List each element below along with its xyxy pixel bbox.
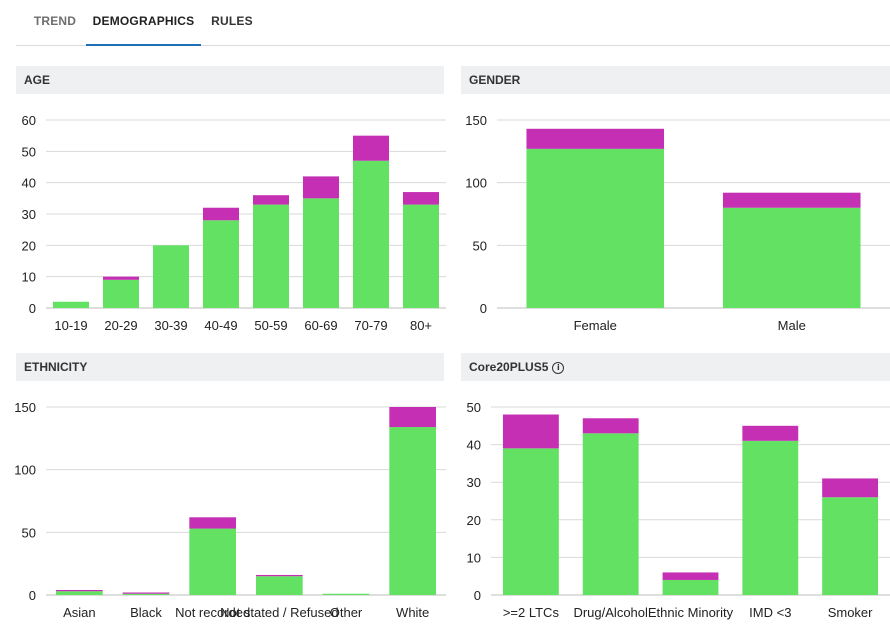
age-panel-header: AGE <box>16 66 444 94</box>
x-tick-label: Smoker <box>828 605 873 620</box>
bar-base-30-39[interactable] <box>153 245 189 308</box>
bar-top-not-recorded[interactable] <box>189 517 236 529</box>
y-tick-label: 100 <box>14 463 36 478</box>
bar-base-70-79[interactable] <box>353 160 389 308</box>
x-tick-label: Drug/Alcohol <box>573 605 648 620</box>
bar-top-not-stated-refused[interactable] <box>256 574 303 577</box>
y-tick-label: 0 <box>29 301 36 316</box>
bar-base-asian[interactable] <box>56 591 103 595</box>
age-panel-title: AGE <box>24 73 51 87</box>
bar-base-80-[interactable] <box>403 204 439 308</box>
x-tick-label: 50-59 <box>254 318 287 333</box>
bar-top-ethnic-minority[interactable] <box>662 572 719 580</box>
age-chart: 0 10 20 30 40 50 60 10-19 20-29 30-39 40-49 50-59 60… <box>22 113 446 333</box>
y-tick-label: 50 <box>473 238 487 253</box>
bar-base-male[interactable] <box>722 207 861 308</box>
bar-top-black[interactable] <box>122 592 170 594</box>
x-tick-label: White <box>396 605 429 620</box>
y-tick-label: 10 <box>22 270 36 285</box>
x-tick-label: Not recorded <box>175 605 250 620</box>
bar-base-imd-3[interactable] <box>742 440 799 595</box>
y-tick-label: 60 <box>22 113 36 128</box>
x-tick-label: 70-79 <box>354 318 387 333</box>
bar-base-60-69[interactable] <box>303 198 339 308</box>
y-tick-label: 150 <box>465 113 487 128</box>
bar-top-80-[interactable] <box>403 192 439 205</box>
ethnicity-panel-title: ETHNICITY <box>24 360 88 374</box>
y-tick-label: 40 <box>467 438 481 453</box>
x-tick-label: Female <box>574 318 617 333</box>
y-tick-label: 30 <box>22 207 36 222</box>
bar-top-20-29[interactable] <box>103 276 139 280</box>
ethnicity-panel-header: ETHNICITY <box>16 353 444 381</box>
x-tick-label: 10-19 <box>54 318 87 333</box>
tab-demographics[interactable]: DEMOGRAPHICS <box>86 0 201 46</box>
y-tick-label: 0 <box>474 588 481 603</box>
x-tick-label: 30-39 <box>154 318 187 333</box>
bar-top-60-69[interactable] <box>303 176 339 199</box>
core20plus5-panel-title: Core20PLUS5 <box>469 360 549 374</box>
x-tick-label: Ethnic Minority <box>648 605 734 620</box>
bar-top-smoker[interactable] <box>822 478 879 498</box>
x-tick-label: 20-29 <box>104 318 137 333</box>
bar-base-white[interactable] <box>389 427 436 595</box>
gender-chart: 0 50 100 150 Female Male <box>465 113 890 333</box>
x-tick-label: Not stated / Refused <box>220 605 339 620</box>
bar-top-white[interactable] <box>389 407 436 428</box>
bar-base-20-29[interactable] <box>103 279 139 308</box>
y-tick-label: 50 <box>22 144 36 159</box>
tab-rules[interactable]: RULES <box>211 14 253 28</box>
bar-top--2-ltcs[interactable] <box>502 414 559 449</box>
x-tick-label: Asian <box>63 605 96 620</box>
bar-base-40-49[interactable] <box>203 220 239 308</box>
x-tick-label: Male <box>778 318 806 333</box>
bar-base--2-ltcs[interactable] <box>502 448 559 595</box>
bar-top-40-49[interactable] <box>203 207 239 221</box>
y-tick-label: 0 <box>29 588 36 603</box>
y-tick-label: 20 <box>22 238 36 253</box>
bar-base-10-19[interactable] <box>53 301 89 308</box>
x-tick-label: Other <box>330 605 363 620</box>
core20plus5-chart: 0 10 20 30 40 50 >=2 LTCs Drug/Alcohol Ethnic Mi… <box>467 400 890 620</box>
y-tick-label: 40 <box>22 176 36 191</box>
bar-base-ethnic-minority[interactable] <box>662 579 719 595</box>
bar-top-drug-alcohol[interactable] <box>582 418 639 434</box>
y-tick-label: 150 <box>14 400 36 415</box>
y-tick-label: 10 <box>467 550 481 565</box>
y-tick-label: 30 <box>467 475 481 490</box>
tab-trend[interactable]: TREND <box>33 14 77 28</box>
y-tick-label: 100 <box>465 176 487 191</box>
y-tick-label: 50 <box>22 525 36 540</box>
bar-base-black[interactable] <box>122 593 170 595</box>
bar-top-70-79[interactable] <box>353 135 389 161</box>
bar-base-not-stated-refused[interactable] <box>256 576 303 595</box>
y-tick-label: 50 <box>467 400 481 415</box>
tab-bar: TREND DEMOGRAPHICS RULES <box>16 0 890 46</box>
bar-top-female[interactable] <box>526 128 665 149</box>
bar-base-50-59[interactable] <box>253 204 289 308</box>
bar-top-asian[interactable] <box>56 589 103 592</box>
bar-base-female[interactable] <box>526 148 665 308</box>
bar-base-drug-alcohol[interactable] <box>582 433 639 595</box>
info-icon[interactable]: i <box>552 361 565 374</box>
x-tick-label: 60-69 <box>304 318 337 333</box>
bar-base-other[interactable] <box>322 593 370 595</box>
y-tick-label: 0 <box>480 301 487 316</box>
gender-panel-title: GENDER <box>469 73 521 87</box>
bar-top-male[interactable] <box>722 192 861 208</box>
gender-panel-header: GENDER <box>461 66 890 94</box>
x-tick-label: IMD <3 <box>749 605 791 620</box>
y-tick-label: 20 <box>467 513 481 528</box>
bar-base-not-recorded[interactable] <box>189 528 236 595</box>
x-tick-label: >=2 LTCs <box>503 605 560 620</box>
bar-top-imd-3[interactable] <box>742 425 799 441</box>
core20plus5-panel-header: Core20PLUS5 i <box>461 353 890 381</box>
bar-top-50-59[interactable] <box>253 195 289 205</box>
x-tick-label: Black <box>130 605 162 620</box>
x-tick-label: 40-49 <box>204 318 237 333</box>
x-tick-label: 80+ <box>410 318 432 333</box>
bar-base-smoker[interactable] <box>822 497 879 595</box>
